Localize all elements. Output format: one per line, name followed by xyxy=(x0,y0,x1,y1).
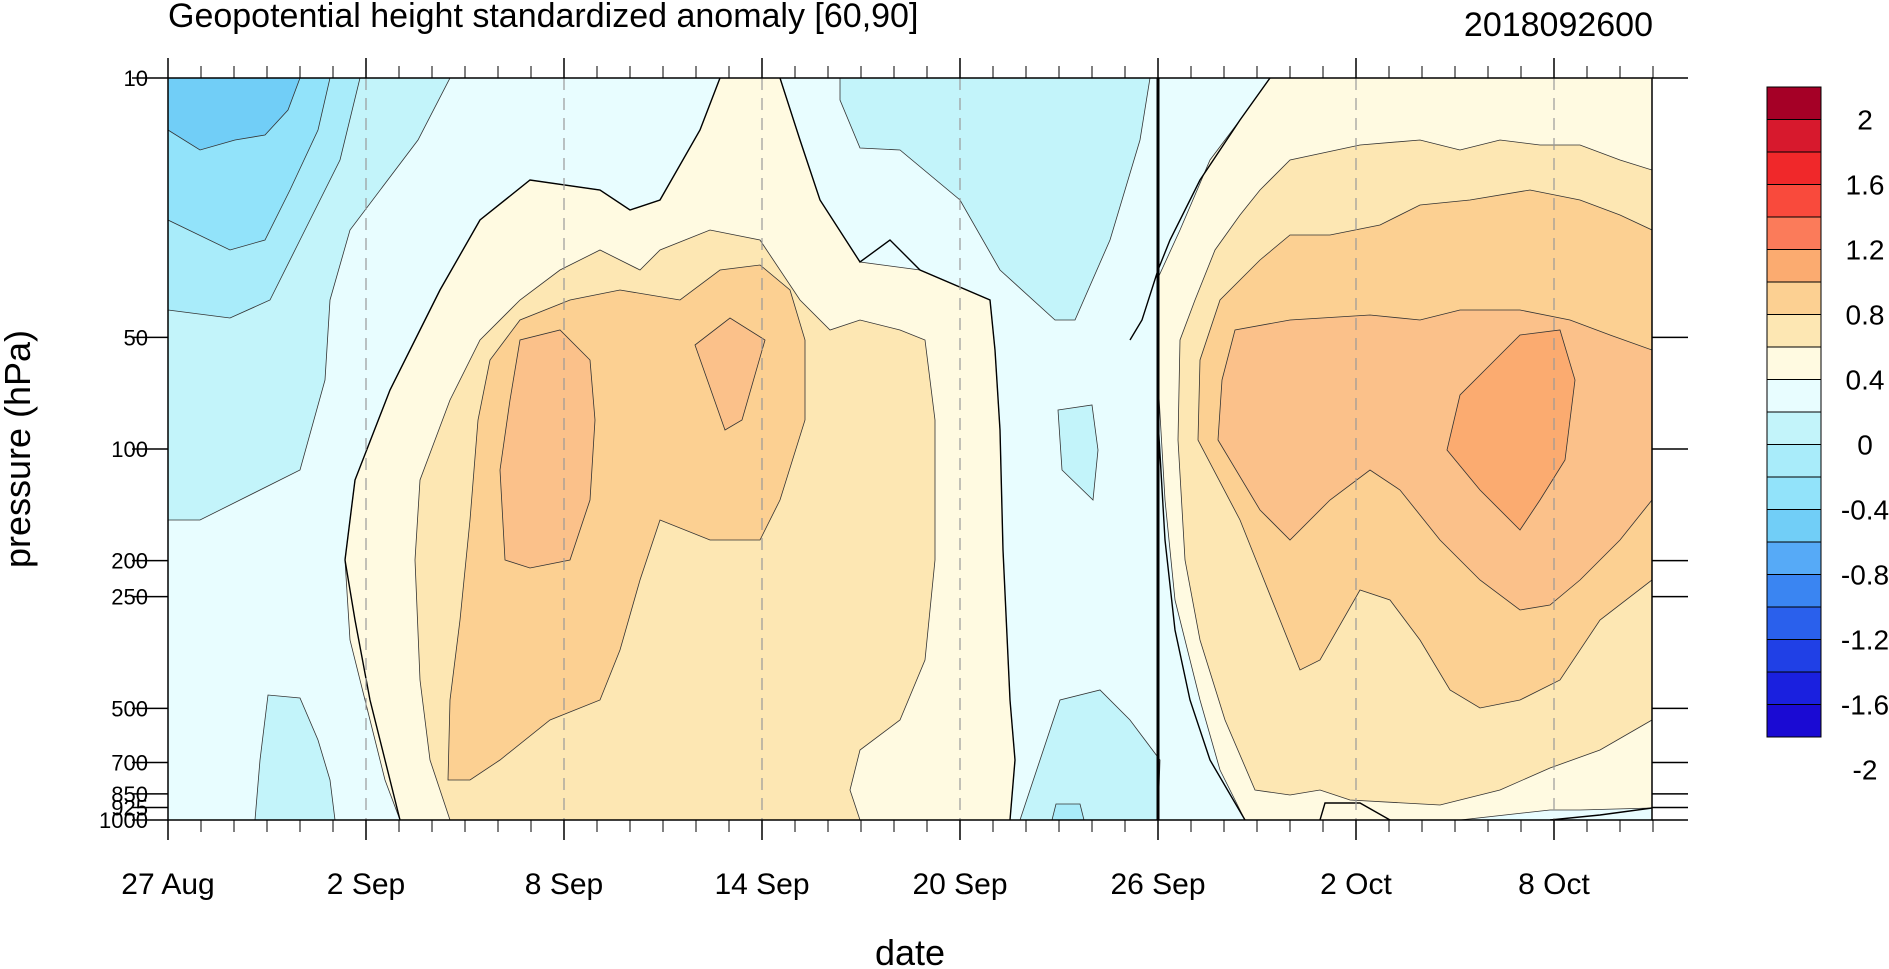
colorbar-label: -1.2 xyxy=(1841,625,1889,656)
contour-line-zero-5 xyxy=(344,559,401,820)
x-tick-label: 27 Aug xyxy=(121,868,214,901)
colorbar-label: -1.6 xyxy=(1841,690,1889,721)
contour-line-zero xyxy=(1129,78,1271,341)
colorbar-label: -0.8 xyxy=(1841,560,1889,591)
colorbar-swatch xyxy=(1766,86,1822,120)
chart-title: Geopotential height standardized anomaly… xyxy=(168,0,918,35)
colorbar-swatch xyxy=(1766,346,1822,380)
colorbar-label: 1.6 xyxy=(1846,170,1885,201)
colorbar-label: 0.4 xyxy=(1846,365,1885,396)
contour-fill-neg9 xyxy=(1051,803,1085,820)
x-tick-label: 2 Sep xyxy=(327,868,405,901)
colorbar-swatch xyxy=(1766,249,1822,283)
contour-line-zero-6 xyxy=(1319,802,1391,820)
colorbar-label: 0.8 xyxy=(1846,300,1885,331)
x-gridlines xyxy=(365,78,1555,820)
y-tick-label: 925 xyxy=(111,795,148,820)
x-axis: 27 Aug 2 Sep 8 Sep 14 Sep 20 Sep 26 Sep 2 Oct 8… xyxy=(121,58,1654,901)
contour-line-zero-7 xyxy=(1549,807,1652,820)
colorbar-swatch xyxy=(1766,151,1822,185)
colorbar-swatch xyxy=(1766,379,1822,413)
colorbar-swatch xyxy=(1766,216,1822,250)
colorbar-label: -0.4 xyxy=(1841,495,1889,526)
colorbar-swatch xyxy=(1766,639,1822,673)
colorbar-swatch xyxy=(1766,704,1822,738)
colorbar-swatch xyxy=(1766,574,1822,608)
contour-line-zero-4 xyxy=(779,78,1016,820)
contour-fill-neg5 xyxy=(839,78,1151,321)
y-tick-label: 250 xyxy=(111,585,148,610)
y-tick-label: 700 xyxy=(111,751,148,776)
chart-date-label: 2018092600 xyxy=(1464,6,1653,44)
x-tick-label: 8 Oct xyxy=(1518,868,1590,901)
x-tick-label: 2 Oct xyxy=(1320,868,1392,901)
colorbar-swatch xyxy=(1766,314,1822,348)
y-tick-label: 50 xyxy=(124,325,148,350)
colorbar-swatch xyxy=(1766,476,1822,510)
contour-fill-neg8 xyxy=(254,694,336,820)
y-axis-label: pressure (hPa) xyxy=(0,330,38,568)
x-tick-label: 14 Sep xyxy=(714,868,809,901)
colorbar: 2 1.6 1.2 0.8 0.4 0 -0.4 -0.8 -1.2 -1.6 -2 xyxy=(1766,86,1889,786)
colorbar-swatch xyxy=(1766,119,1822,153)
colorbar-swatch xyxy=(1766,444,1822,478)
x-tick-label: 26 Sep xyxy=(1110,868,1205,901)
y-tick-label: 200 xyxy=(111,549,148,574)
contour-fill-pos4 xyxy=(499,329,596,569)
colorbar-swatch xyxy=(1766,184,1822,218)
colorbar-swatch xyxy=(1766,671,1822,705)
y-tick-label: 10 xyxy=(124,66,148,91)
contour-line-zero-2 xyxy=(1157,419,1246,820)
x-axis-label: date xyxy=(875,932,945,969)
colorbar-label: -2 xyxy=(1853,755,1878,786)
contour-fill-neg4 xyxy=(168,78,301,151)
colorbar-swatch xyxy=(1766,606,1822,640)
colorbar-label: 0 xyxy=(1857,430,1873,461)
colorbar-swatch xyxy=(1766,541,1822,575)
colorbar-label: 1.2 xyxy=(1846,235,1885,266)
x-tick-label: 20 Sep xyxy=(912,868,1007,901)
colorbar-swatch xyxy=(1766,281,1822,315)
colorbar-swatch xyxy=(1766,411,1822,445)
colorbar-label: 2 xyxy=(1857,105,1873,136)
y-tick-label: 850 xyxy=(111,782,148,807)
contour-line-zero-3 xyxy=(344,78,721,561)
contour-fill-neg6 xyxy=(1057,404,1099,501)
y-tick-label: 1000 xyxy=(99,808,148,833)
colorbar-swatch xyxy=(1766,509,1822,543)
y-tick-label: 100 xyxy=(111,437,148,462)
y-tick-label: 500 xyxy=(111,696,148,721)
x-tick-label: 8 Sep xyxy=(525,868,603,901)
contour-fill-pos5 xyxy=(694,317,766,431)
contour-fill-pos10 xyxy=(1446,329,1576,531)
